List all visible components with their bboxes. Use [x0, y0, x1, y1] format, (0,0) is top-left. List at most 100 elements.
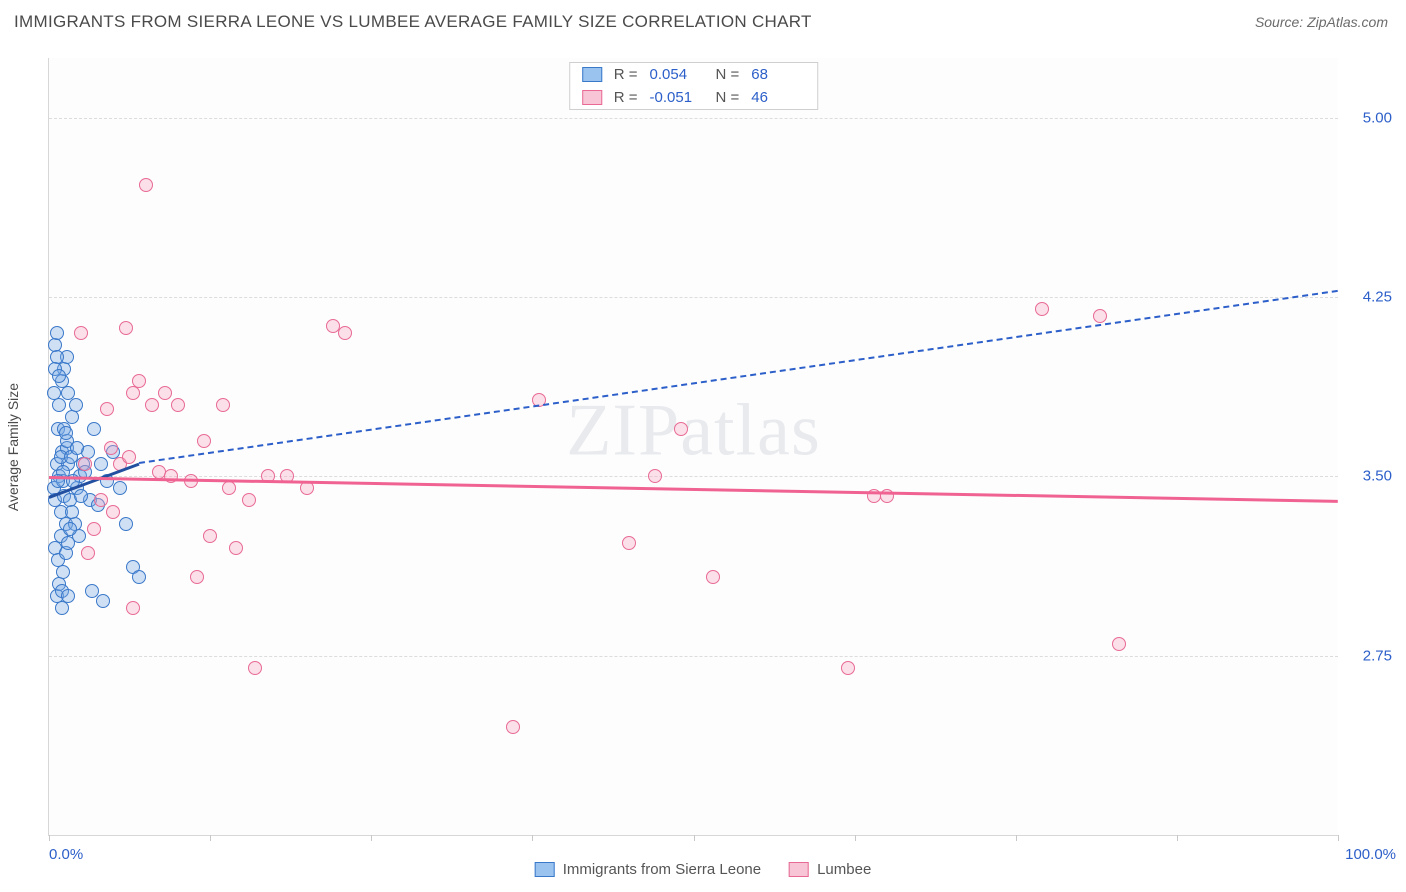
grid-line: [49, 476, 1338, 477]
data-point: [1035, 302, 1049, 316]
data-point: [70, 441, 84, 455]
data-point: [94, 457, 108, 471]
x-axis-max-label: 100.0%: [1345, 846, 1396, 863]
chart-title: IMMIGRANTS FROM SIERRA LEONE VS LUMBEE A…: [14, 12, 812, 32]
x-tick: [855, 835, 856, 841]
stat-r-value-b: -0.051: [650, 89, 704, 106]
data-point: [65, 505, 79, 519]
watermark-part1: ZIP: [566, 389, 680, 471]
data-point: [229, 541, 243, 555]
data-point: [132, 374, 146, 388]
x-tick: [371, 835, 372, 841]
data-point: [841, 661, 855, 675]
data-point: [55, 601, 69, 615]
data-point: [119, 517, 133, 531]
watermark-part2: atlas: [680, 389, 821, 471]
data-point: [248, 661, 262, 675]
x-tick: [694, 835, 695, 841]
data-point: [158, 386, 172, 400]
chart-header: IMMIGRANTS FROM SIERRA LEONE VS LUMBEE A…: [0, 0, 1406, 40]
data-point: [81, 546, 95, 560]
legend-swatch-b: [789, 862, 809, 877]
data-point: [132, 570, 146, 584]
series-legend: Immigrants from Sierra Leone Lumbee: [535, 861, 872, 878]
data-point: [52, 398, 66, 412]
stats-row-series-b: R = -0.051 N = 46: [570, 86, 818, 109]
grid-line: [49, 656, 1338, 657]
data-point: [122, 450, 136, 464]
data-point: [1093, 309, 1107, 323]
data-point: [145, 398, 159, 412]
grid-line: [49, 297, 1338, 298]
data-point: [63, 522, 77, 536]
swatch-series-a: [582, 67, 602, 82]
data-point: [61, 589, 75, 603]
data-point: [78, 457, 92, 471]
legend-swatch-a: [535, 862, 555, 877]
data-point: [706, 570, 720, 584]
data-point: [622, 536, 636, 550]
legend-item-series-a: Immigrants from Sierra Leone: [535, 861, 761, 878]
data-point: [104, 441, 118, 455]
stat-n-value-a: 68: [751, 66, 805, 83]
y-tick-label: 4.25: [1344, 289, 1392, 306]
data-point: [50, 326, 64, 340]
stat-n-value-b: 46: [751, 89, 805, 106]
x-tick: [1177, 835, 1178, 841]
x-tick: [49, 835, 50, 841]
data-point: [119, 321, 133, 335]
data-point: [59, 426, 73, 440]
stat-r-label: R =: [614, 66, 638, 83]
legend-label-b: Lumbee: [817, 861, 871, 878]
x-tick: [532, 835, 533, 841]
data-point: [506, 720, 520, 734]
grid-line: [49, 118, 1338, 119]
stats-legend: R = 0.054 N = 68 R = -0.051 N = 46: [569, 62, 819, 110]
data-point: [648, 469, 662, 483]
x-axis-min-label: 0.0%: [49, 846, 83, 863]
data-point: [203, 529, 217, 543]
stat-n-label: N =: [716, 89, 740, 106]
stat-r-value-a: 0.054: [650, 66, 704, 83]
x-tick: [1016, 835, 1017, 841]
data-point: [338, 326, 352, 340]
scatter-chart: Average Family Size ZIPatlas R = 0.054 N…: [48, 58, 1338, 836]
data-point: [52, 369, 66, 383]
legend-label-a: Immigrants from Sierra Leone: [563, 861, 761, 878]
source-prefix: Source:: [1255, 14, 1307, 30]
data-point: [674, 422, 688, 436]
stat-n-label: N =: [716, 66, 740, 83]
y-axis-title: Average Family Size: [5, 382, 21, 510]
data-point: [152, 465, 166, 479]
data-point: [242, 493, 256, 507]
data-point: [87, 422, 101, 436]
data-point: [113, 481, 127, 495]
data-point: [190, 570, 204, 584]
stats-row-series-a: R = 0.054 N = 68: [570, 63, 818, 86]
data-point: [1112, 637, 1126, 651]
data-point: [222, 481, 236, 495]
data-point: [74, 489, 88, 503]
data-point: [126, 386, 140, 400]
data-point: [326, 319, 340, 333]
swatch-series-b: [582, 90, 602, 105]
stat-r-label: R =: [614, 89, 638, 106]
data-point: [139, 178, 153, 192]
data-point: [87, 522, 101, 536]
y-tick-label: 2.75: [1344, 647, 1392, 664]
data-point: [197, 434, 211, 448]
data-point: [96, 594, 110, 608]
data-point: [216, 398, 230, 412]
data-point: [69, 398, 83, 412]
watermark: ZIPatlas: [566, 388, 821, 473]
legend-item-series-b: Lumbee: [789, 861, 871, 878]
data-point: [85, 584, 99, 598]
source-attribution: Source: ZipAtlas.com: [1255, 14, 1388, 30]
trend-line: [139, 290, 1338, 464]
data-point: [47, 386, 61, 400]
data-point: [106, 505, 120, 519]
data-point: [100, 402, 114, 416]
data-point: [94, 493, 108, 507]
y-tick-label: 3.50: [1344, 468, 1392, 485]
data-point: [171, 398, 185, 412]
